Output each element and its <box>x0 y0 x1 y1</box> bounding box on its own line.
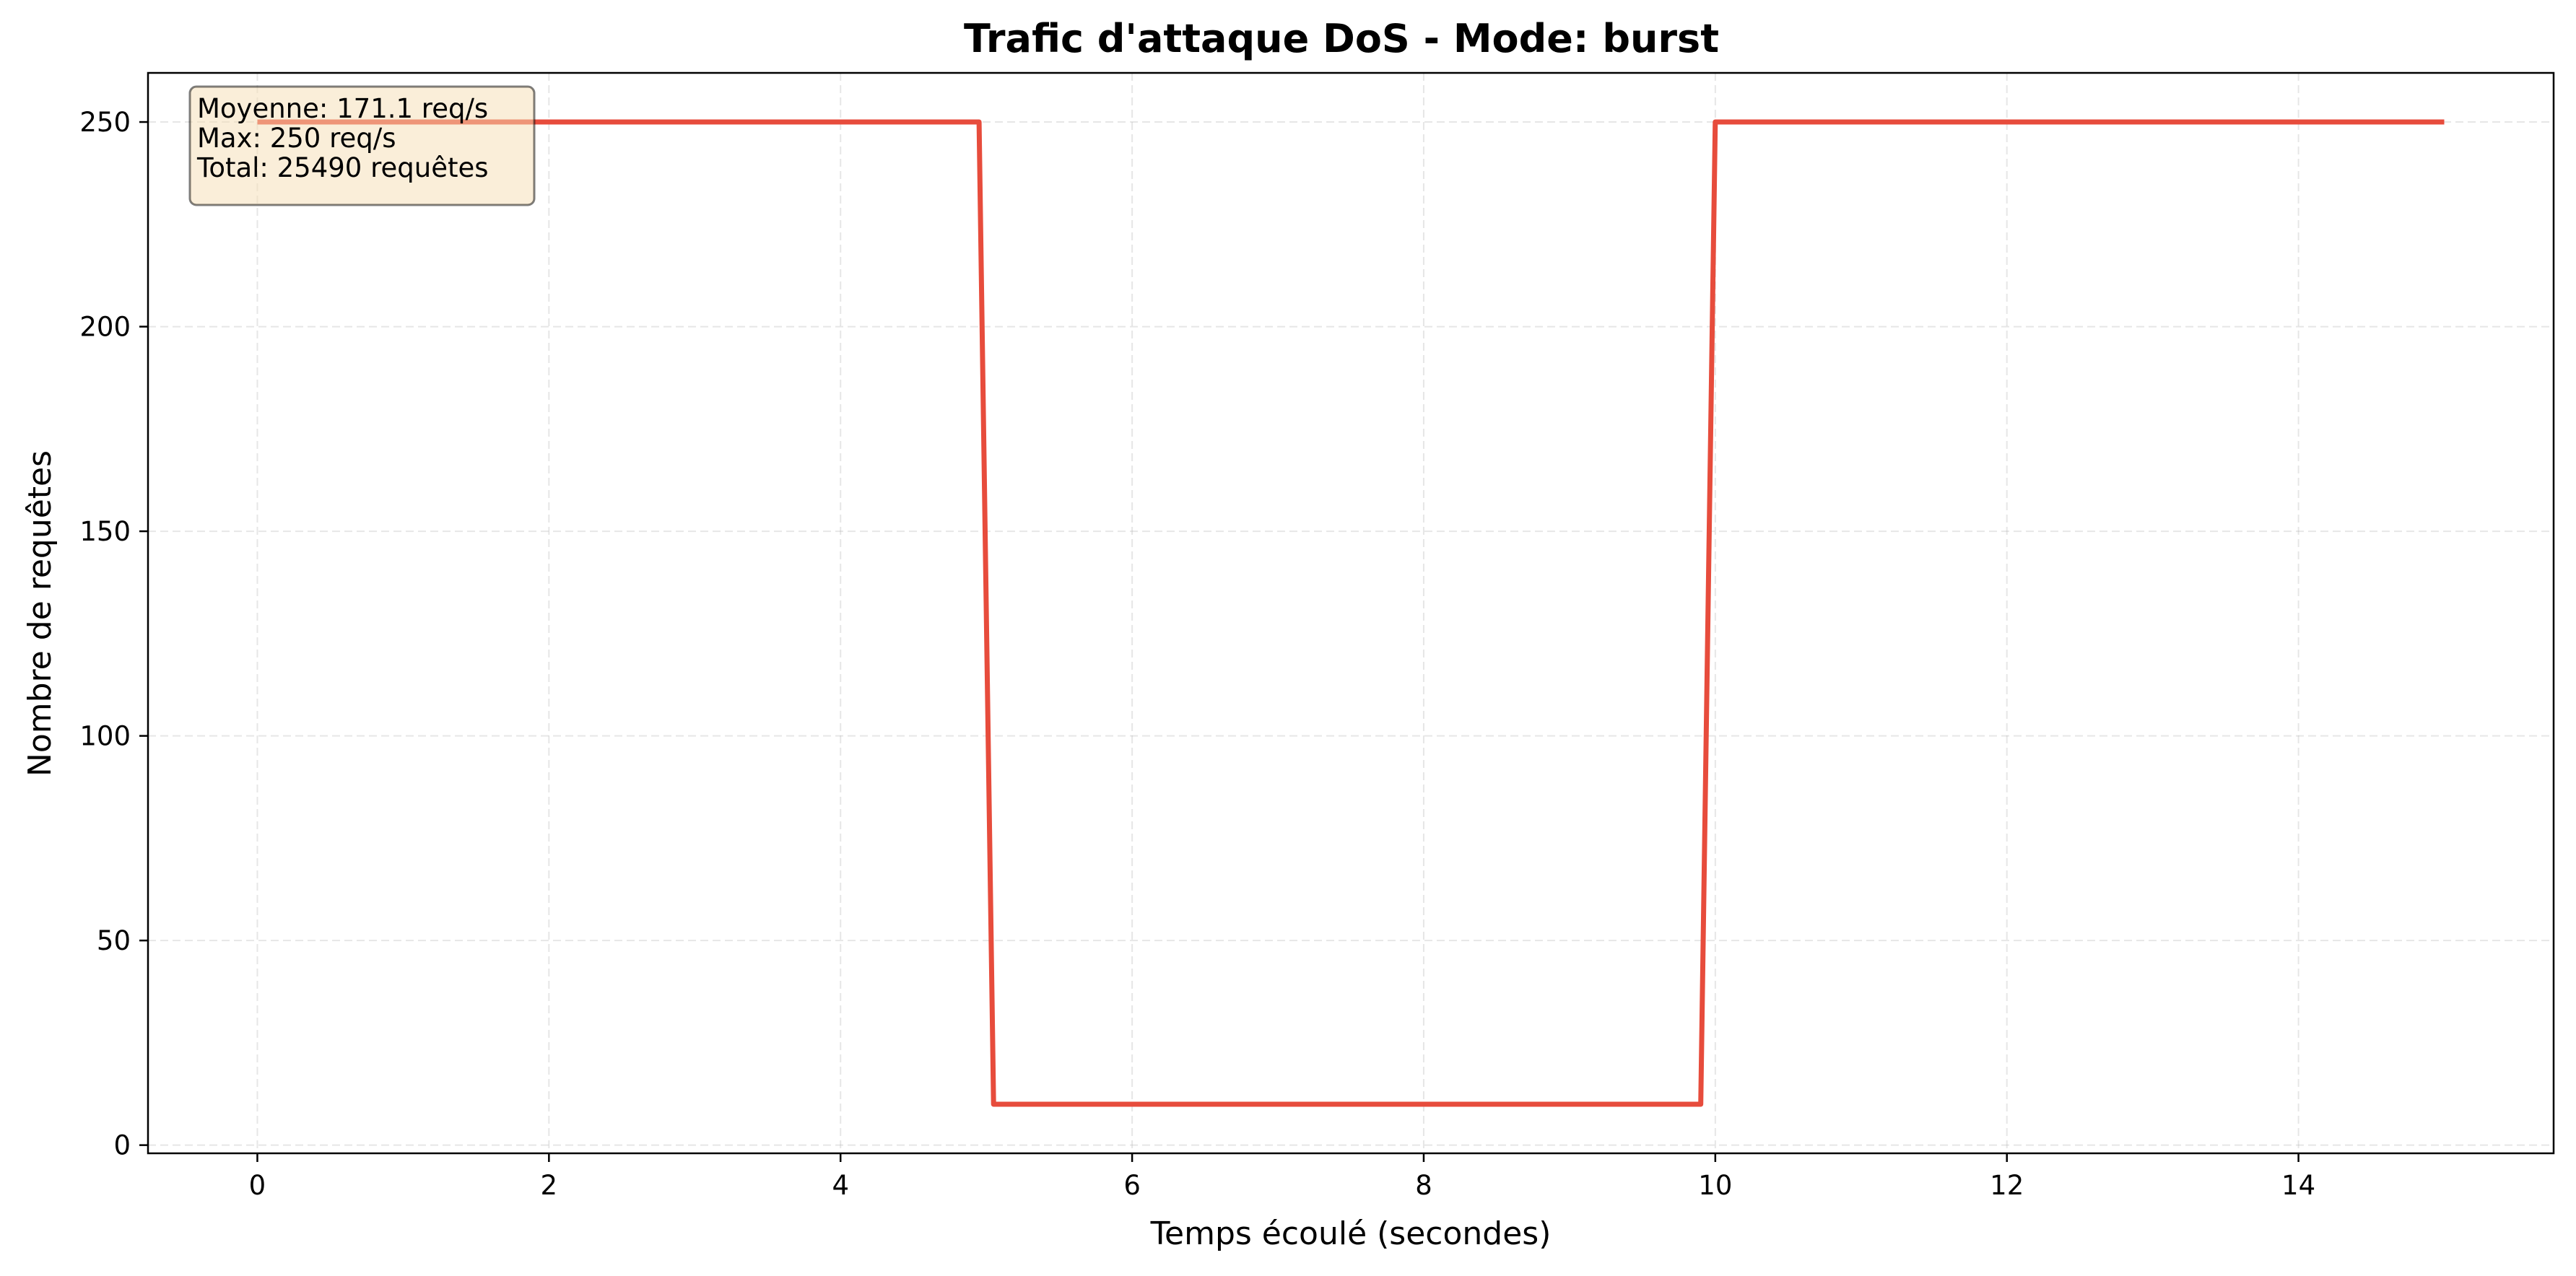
x-tick-label: 8 <box>1415 1170 1432 1201</box>
axis-ticks: 0 2 4 6 8 10 12 14 0 50 100 150 200 250 <box>79 107 2315 1201</box>
stats-line: Moyenne: 171.1 req/s <box>197 93 488 124</box>
data-point <box>2442 120 2447 124</box>
x-tick-label: 12 <box>1990 1170 2024 1201</box>
x-tick-label: 0 <box>249 1170 266 1201</box>
data-point <box>838 120 843 124</box>
x-tick-label: 2 <box>541 1170 558 1201</box>
stats-line: Total: 25490 requêtes <box>196 152 489 183</box>
y-tick-label: 0 <box>113 1130 131 1161</box>
data-point <box>547 120 551 124</box>
y-tick-label: 50 <box>97 925 131 956</box>
plot-area-frame <box>147 71 2555 1155</box>
data-point <box>2005 120 2009 124</box>
data-point <box>1276 1102 1280 1106</box>
data-point <box>991 1102 996 1106</box>
stats-box <box>188 85 536 206</box>
data-point <box>2151 120 2155 124</box>
data-point <box>2297 120 2301 124</box>
x-tick-label: 14 <box>2281 1170 2315 1201</box>
x-axis-label: Temps écoulé (secondes) <box>1150 1215 1552 1252</box>
stats-line: Max: 250 req/s <box>197 123 396 154</box>
series-line <box>257 119 2445 1107</box>
grid-lines <box>148 73 2554 1153</box>
chart-title: Trafic d'attaque DoS - Mode: burst <box>964 16 1719 61</box>
data-point <box>977 120 981 124</box>
y-tick-label: 100 <box>79 721 131 752</box>
data-point <box>1859 120 1863 124</box>
y-tick-label: 250 <box>79 107 131 138</box>
x-tick-label: 10 <box>1698 1170 1732 1201</box>
x-tick-label: 6 <box>1123 1170 1141 1201</box>
data-point <box>692 120 697 124</box>
data-point <box>1713 120 1718 124</box>
y-tick-label: 150 <box>79 516 131 547</box>
data-point <box>1699 1102 1703 1106</box>
x-tick-label: 4 <box>832 1170 849 1201</box>
data-series <box>257 119 2447 1107</box>
y-tick-label: 200 <box>79 312 131 343</box>
data-point <box>1422 1102 1426 1106</box>
data-point <box>1567 1102 1572 1106</box>
y-axis-label: Nombre de requêtes <box>22 450 58 777</box>
data-point <box>1130 1102 1134 1106</box>
